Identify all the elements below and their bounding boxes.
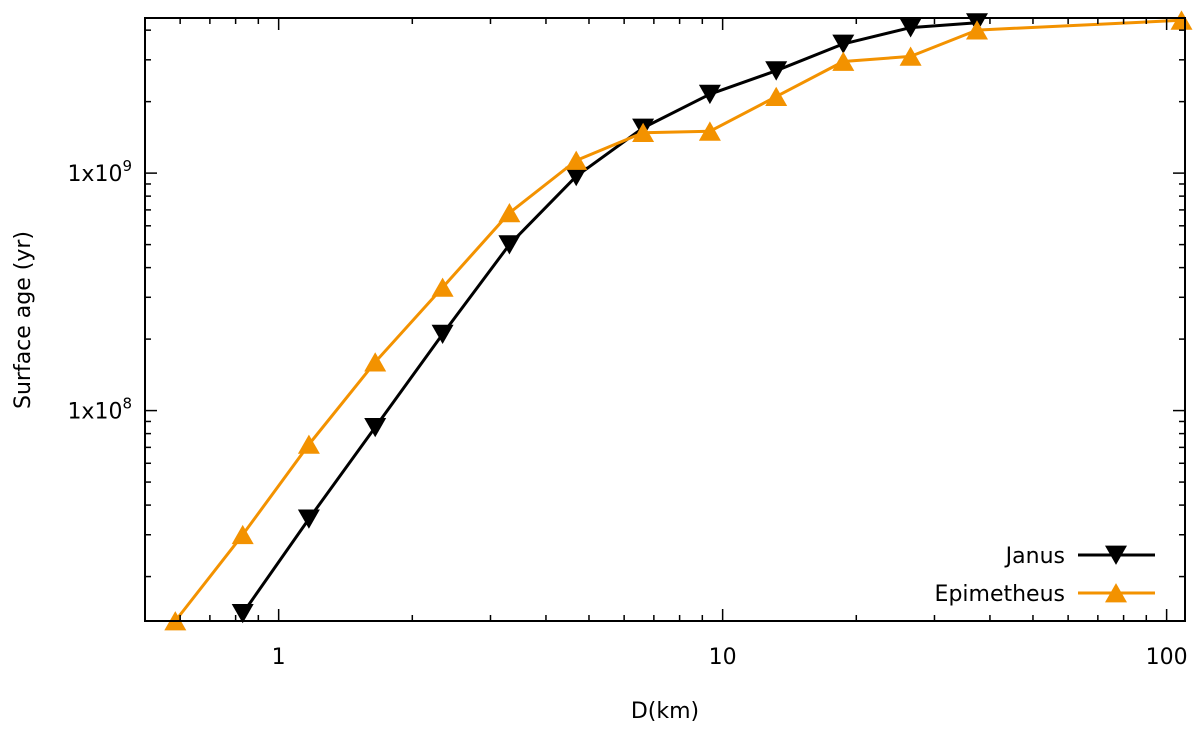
series-line-epimetheus — [174, 18, 1182, 622]
x-tick-label: 100 — [1146, 645, 1188, 670]
series-layer — [164, 10, 1193, 631]
data-point-janus — [832, 34, 855, 54]
data-point-epimetheus — [698, 121, 721, 141]
data-point-janus — [765, 61, 788, 81]
data-point-epimetheus — [231, 524, 254, 545]
data-point-janus — [565, 166, 588, 187]
x-tick-label: 1 — [272, 645, 286, 670]
data-point-janus — [698, 84, 721, 105]
data-point-epimetheus — [832, 51, 855, 71]
data-point-janus — [231, 604, 254, 624]
data-point-janus — [297, 509, 320, 529]
legend-marker-epimetheus — [1105, 583, 1127, 603]
data-point-epimetheus — [364, 352, 387, 372]
data-point-epimetheus — [966, 20, 988, 40]
x-tick-label: 10 — [709, 645, 737, 670]
y-tick-label: 1x108 — [67, 395, 132, 425]
data-point-janus — [364, 418, 387, 438]
plot-frame — [144, 17, 1186, 622]
y-tick-exponent: 8 — [122, 395, 132, 413]
legend-marker-janus — [1105, 545, 1127, 565]
legend-label-janus: Janus — [1004, 544, 1065, 569]
data-point-epimetheus — [431, 277, 454, 297]
data-point-epimetheus — [1170, 10, 1193, 30]
data-point-janus — [498, 235, 521, 255]
legend: Janus Epimetheus — [935, 544, 1155, 607]
data-point-epimetheus — [297, 434, 320, 454]
x-axis-label: D(km) — [631, 699, 699, 724]
data-point-janus — [899, 18, 922, 38]
series-line-janus — [241, 21, 978, 615]
y-tick-exponent: 9 — [122, 157, 132, 175]
data-point-epimetheus — [498, 203, 521, 223]
data-point-epimetheus — [632, 122, 655, 142]
series-epimetheus — [164, 10, 1193, 631]
data-point-epimetheus — [899, 46, 922, 66]
y-tick-base: 1x10 — [67, 162, 122, 187]
series-janus — [231, 13, 988, 624]
y-tick-label: 1x109 — [67, 157, 132, 187]
legend-label-epimetheus: Epimetheus — [935, 582, 1065, 607]
data-point-epimetheus — [565, 150, 588, 170]
data-point-epimetheus — [765, 86, 788, 106]
data-point-janus — [431, 324, 454, 344]
y-tick-base: 1x10 — [67, 400, 122, 425]
y-axis-label: Surface age (yr) — [11, 231, 36, 409]
